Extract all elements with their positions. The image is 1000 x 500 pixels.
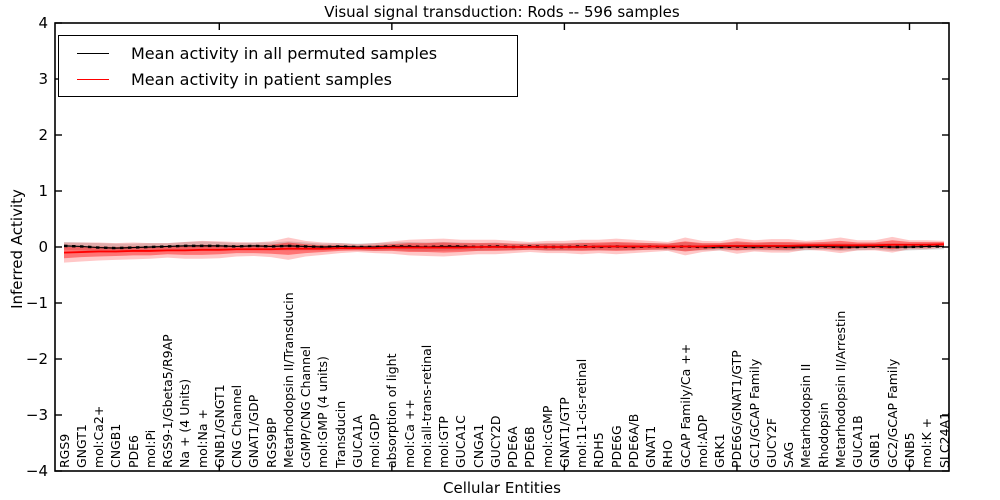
y-tick-label: −4 [25, 462, 48, 480]
x-category-label: GC2/GCAP Family [884, 358, 900, 468]
x-category-label: RDH5 [591, 432, 607, 468]
x-category-label: cGMP/CNG Channel [298, 345, 314, 468]
x-category-label: GNAT1/GTP [556, 397, 572, 468]
legend-label-permuted: Mean activity in all permuted samples [131, 43, 438, 63]
chart-title: Visual signal transduction: Rods -- 596 … [324, 3, 680, 21]
x-category-label: mol:Na + [194, 409, 210, 468]
x-category-label: SAG [781, 441, 797, 468]
y-tick-label: −2 [25, 350, 48, 368]
x-category-label: mol:cGMP [539, 405, 555, 468]
x-category-label: PDE6A/B [625, 413, 641, 468]
legend: Mean activity in all permuted samples Me… [58, 35, 518, 97]
x-category-label: PDE6G/GNAT1/GTP [729, 350, 745, 468]
patient-outer-band [64, 236, 944, 263]
x-category-label: CNGB1 [108, 423, 124, 468]
x-category-label: RHO [660, 440, 676, 468]
x-category-label: mol:11-cis-retinal [574, 358, 590, 468]
x-category-label: GUCY2F [763, 417, 779, 468]
x-category-label: GUCA1B [850, 415, 866, 468]
x-category-label: RGS9-1/Gbeta5/R9AP [160, 334, 176, 468]
legend-entry-permuted: Mean activity in all permuted samples [59, 41, 517, 65]
x-category-label: CNG Channel [229, 384, 245, 468]
x-category-label: SLC24A1 [936, 411, 952, 468]
x-category-label: RGS9 [56, 433, 72, 468]
x-category-label: GUCA1A [349, 415, 365, 468]
x-category-label: Transducin [332, 400, 348, 468]
x-category-label: GNGT1 [73, 424, 89, 468]
x-axis-label: Cellular Entities [443, 479, 561, 497]
y-tick-label: 3 [38, 70, 48, 88]
x-category-label: GNB1/GNGT1 [211, 384, 227, 468]
y-tick-label: 4 [38, 14, 48, 32]
legend-entry-patient: Mean activity in patient samples [59, 67, 517, 91]
y-tick-label: 0 [38, 238, 48, 256]
x-category-label: RGS9BP [263, 417, 279, 468]
x-category-label: CNGA1 [470, 423, 486, 468]
x-category-label: GNAT1/GDP [246, 394, 262, 468]
x-category-label: GNB5 [901, 432, 917, 468]
patient-line-swatch [77, 78, 109, 80]
permuted-line-swatch [77, 52, 109, 54]
x-category-label: PDE6A [505, 426, 521, 468]
x-category-label: Na + (4 Units) [177, 378, 193, 468]
x-category-label: mol:Ca2+ [91, 405, 106, 468]
patient-inner-band [64, 240, 944, 259]
x-category-label: PDE6 [125, 434, 141, 468]
x-category-label: mol:Pi [142, 429, 158, 468]
x-category-label: GUCA1C [453, 415, 469, 468]
x-category-label: PDE6G [608, 425, 624, 468]
x-category-label: Metarhodopsin II/Arrestin [832, 310, 848, 468]
y-tick-label: −1 [25, 294, 48, 312]
x-category-label: mol:all-trans-retinal [418, 344, 434, 468]
x-category-label: Metarhodopsin II [798, 363, 814, 468]
legend-label-patient: Mean activity in patient samples [131, 69, 392, 89]
y-tick-label: 1 [38, 182, 48, 200]
x-category-label: PDE6B [522, 426, 538, 468]
x-category-label: GC1/GCAP Family [746, 358, 762, 468]
x-category-label: Metarhodopsin II/Transducin [280, 292, 296, 468]
x-category-label: mol:Ca ++ [401, 399, 417, 468]
x-category-label: mol:K + [919, 417, 935, 468]
x-category-label: mol:GMP (4 units) [315, 356, 331, 468]
patient-mean-line [63, 243, 945, 254]
x-category-label: Rhodopsin [815, 402, 831, 468]
x-category-label: GNB1 [867, 432, 883, 468]
y-tick-label: 2 [38, 126, 48, 144]
x-category-label: GNAT1 [643, 425, 659, 468]
x-category-label: mol:GDP [367, 413, 383, 468]
y-tick-label: −3 [25, 406, 48, 424]
x-category-label: GUCY2D [487, 415, 503, 468]
x-category-label: absorption of light [384, 353, 400, 468]
x-category-label: GRK1 [712, 433, 728, 468]
x-category-label: mol:GTP [436, 416, 452, 468]
x-category-label: mol:ADP [694, 414, 710, 468]
x-category-label: GCAP Family/Ca ++ [677, 343, 693, 468]
